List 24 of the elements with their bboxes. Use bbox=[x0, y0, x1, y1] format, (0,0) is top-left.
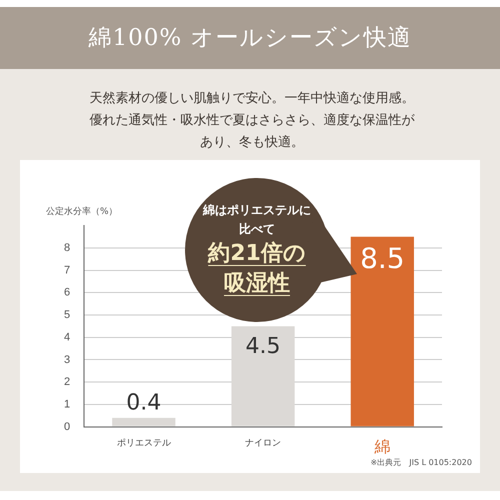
bar bbox=[231, 326, 295, 426]
y-tick-label: 2 bbox=[64, 376, 70, 388]
text: ※出典元 JIS L 0105:2020 bbox=[370, 457, 472, 468]
y-tick-label: 4 bbox=[64, 331, 70, 344]
y-tick-label: 1 bbox=[64, 398, 70, 410]
x-tick-label: ナイロン bbox=[245, 438, 282, 448]
y-tick-label: 3 bbox=[64, 354, 70, 366]
y-tick-label: 7 bbox=[64, 264, 70, 276]
x-tick-label: 綿 bbox=[373, 438, 390, 456]
annotation: 綿はポリエステルに比べて bbox=[202, 202, 312, 238]
data-label: 8.5 bbox=[360, 242, 405, 276]
bar bbox=[112, 418, 176, 426]
y-tick-label: 5 bbox=[64, 309, 70, 322]
data-label: 4.5 bbox=[246, 334, 281, 359]
data-label: 0.4 bbox=[126, 390, 162, 416]
annotation: 約21倍の吸湿性 bbox=[206, 240, 307, 298]
y-tick-label: 6 bbox=[64, 286, 70, 299]
y-tick-label: 0 bbox=[64, 420, 70, 433]
chart-subtitle: 天然素材の優しい肌触りで安心。一年中快適な使用感。優れた通気性・吸水性で夏はさらさら、適度な保温性があり、冬も快適。 bbox=[88, 90, 416, 152]
chart-title: 綿100% オールシーズン快適 bbox=[0, 7, 500, 69]
y-tick-label: 8 bbox=[64, 242, 70, 254]
x-tick-label: ポリエステル bbox=[116, 438, 171, 448]
bar bbox=[350, 236, 414, 426]
y-axis-title: 公定水分率（%） bbox=[46, 206, 118, 218]
